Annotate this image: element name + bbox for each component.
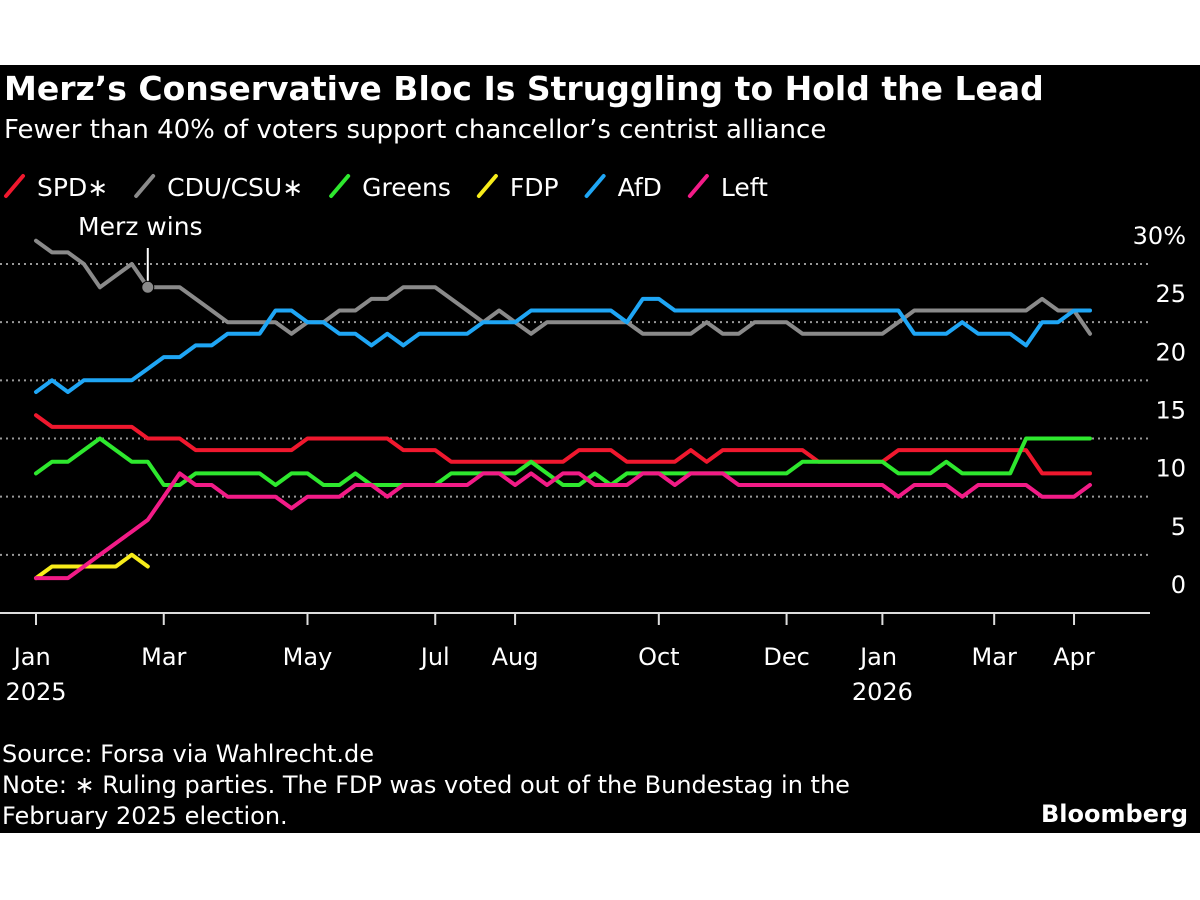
y-tick-label: 15 (1155, 397, 1186, 425)
note: Note: ∗ Ruling parties. The FDP was vote… (2, 771, 850, 830)
legend-label: Greens (362, 173, 451, 202)
series-line (34, 296, 1092, 394)
x-tick-label: Mar (141, 643, 186, 671)
legend-label: FDP (510, 173, 559, 202)
series-line (34, 436, 1092, 487)
x-tick-label: Jan 2026 (852, 643, 913, 706)
legend-swatch (687, 174, 709, 198)
x-tick-label: Jan 2025 (5, 643, 66, 706)
x-tick-label: Jul (419, 643, 450, 671)
y-tick-label: 30% (1133, 222, 1186, 250)
x-tick-label: May (283, 643, 333, 671)
y-tick-label: 10 (1155, 455, 1186, 483)
y-tick-label: 0 (1171, 571, 1186, 599)
chart-title: Merz’s Conservative Bloc Is Struggling t… (4, 69, 1044, 108)
legend-swatch (584, 174, 606, 198)
legend-swatch (134, 174, 156, 198)
annotation: Merz wins (78, 212, 203, 241)
legend-swatch (4, 174, 25, 198)
series-line (34, 552, 150, 581)
legend-label: AfD (618, 173, 662, 202)
series-line (34, 413, 1092, 476)
annotation-dot (141, 280, 155, 294)
y-tick-label: 5 (1171, 513, 1186, 541)
y-tick-label: 20 (1155, 338, 1186, 366)
source: Source: Forsa via Wahlrecht.de (2, 740, 375, 768)
series-line (34, 471, 1092, 581)
legend-label: CDU/CSU∗ (167, 173, 303, 202)
x-tick-label: Oct (638, 643, 680, 671)
series-line (34, 238, 1092, 336)
legend-swatch (476, 174, 498, 198)
legend-label: SPD∗ (37, 173, 108, 202)
chart-subtitle: Fewer than 40% of voters support chancel… (4, 115, 826, 145)
x-tick-label: Apr (1053, 643, 1095, 671)
x-tick-label: Mar (972, 643, 1017, 671)
brand: Bloomberg (1041, 800, 1188, 828)
x-tick-label: Aug (492, 643, 539, 671)
y-tick-label: 25 (1155, 280, 1186, 308)
legend-label: Left (721, 173, 768, 202)
x-tick-label: Dec (763, 643, 809, 671)
legend-swatch (329, 174, 351, 198)
